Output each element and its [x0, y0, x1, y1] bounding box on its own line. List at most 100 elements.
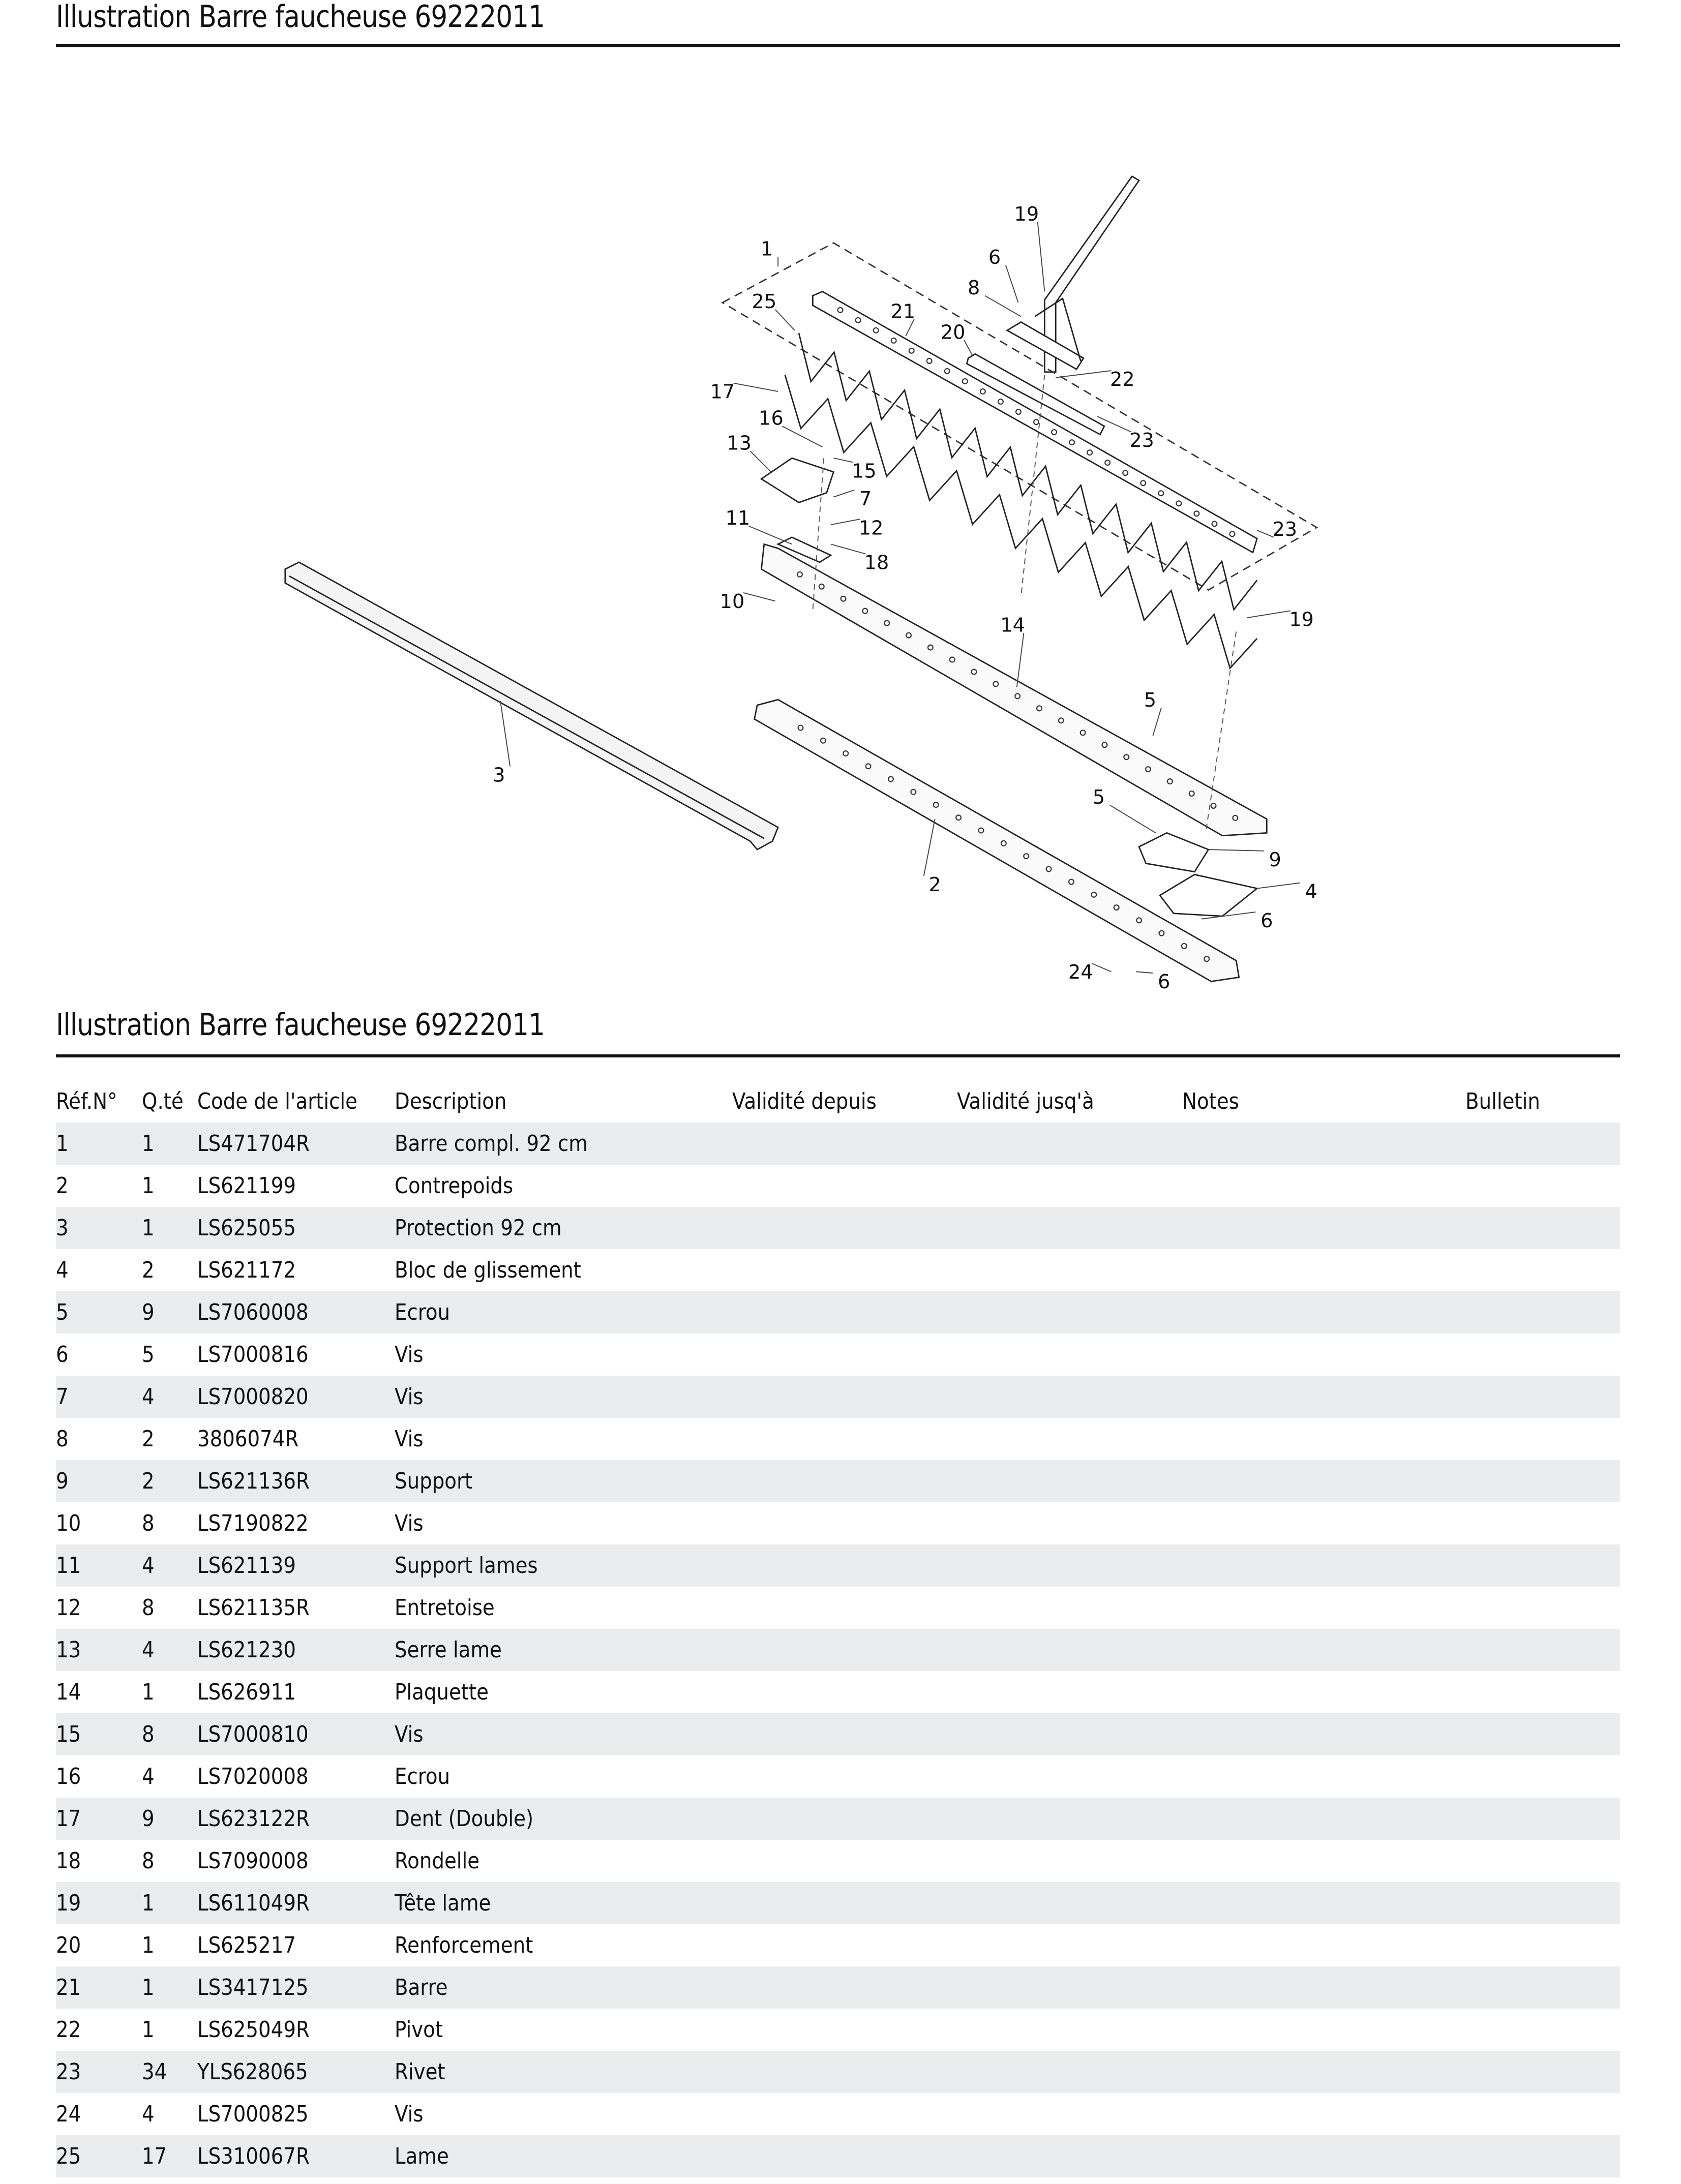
code-cell: LS625049R — [197, 2017, 310, 2043]
bolt-hole — [1204, 956, 1210, 962]
description-cell: Ecrou — [395, 1764, 451, 1789]
table-row: 14 1 LS626911 Plaquette — [56, 1671, 1620, 1713]
code-cell: LS3417125 — [197, 1975, 309, 2000]
qty-cell: 2 — [142, 1257, 155, 1283]
table-row: 17 9 LS623122R Dent (Double) — [56, 1798, 1620, 1840]
bolt-hole — [1193, 510, 1200, 517]
ref-cell: 22 — [56, 2017, 81, 2043]
table-row: 2 1 LS621199 Contrepoids — [56, 1165, 1620, 1207]
table-row: 9 2 LS621136R Support — [56, 1460, 1620, 1502]
bolt-hole — [944, 368, 950, 374]
code-cell: LS621135R — [197, 1595, 310, 1621]
qty-cell: 8 — [142, 1721, 155, 1747]
bolt-hole — [1181, 943, 1187, 949]
section-title: Illustration Barre faucheuse 69222011 — [56, 1007, 545, 1043]
table-row: 12 8 LS621135R Entretoise — [56, 1587, 1620, 1629]
section-rule — [56, 1054, 1620, 1057]
table-row: 10 8 LS7190822 Vis — [56, 1502, 1620, 1544]
bolt-hole — [908, 347, 915, 354]
callout-label: 2 — [929, 874, 941, 896]
bolt-hole — [1023, 853, 1030, 860]
bolt-hole — [855, 317, 861, 323]
callout-label: 6 — [1260, 910, 1273, 932]
bolt-hole — [1123, 754, 1130, 761]
table-row: 8 2 3806074R Vis — [56, 1418, 1620, 1460]
bolt-hole — [1000, 840, 1007, 846]
callout-leader — [782, 426, 823, 448]
callout-leader — [1005, 265, 1019, 303]
callout-label: 19 — [1014, 203, 1039, 226]
ref-cell: 4 — [56, 1257, 69, 1283]
bolt-hole — [993, 681, 999, 687]
callout-label: 15 — [852, 460, 877, 482]
ref-cell: 3 — [56, 1215, 69, 1241]
bolt-hole — [927, 644, 934, 651]
ref-cell: 11 — [56, 1553, 81, 1579]
callout-leader — [743, 592, 775, 602]
qty-cell: 1 — [142, 1975, 155, 2000]
code-cell: LS7000816 — [197, 1342, 309, 1368]
bolt-hole — [979, 388, 986, 395]
bolt-hole — [840, 595, 847, 602]
ref-cell: 7 — [56, 1384, 69, 1410]
bolt-hole — [884, 620, 890, 626]
callout-label: 6 — [988, 247, 1001, 269]
bolt-hole — [1068, 878, 1074, 885]
part-plaquette — [760, 543, 1268, 837]
bolt-hole — [865, 763, 872, 770]
description-cell: Ecrou — [395, 1299, 451, 1325]
ref-cell: 19 — [56, 1890, 81, 1916]
part-tete-lame — [1044, 175, 1140, 373]
ref-cell: 17 — [56, 1806, 81, 1832]
qty-cell: 1 — [142, 2017, 155, 2043]
title-rule — [56, 44, 1620, 47]
description-cell: Vis — [395, 1426, 424, 1452]
callout-leader — [1201, 912, 1256, 920]
ref-cell: 5 — [56, 1299, 69, 1325]
description-cell: Protection 92 cm — [395, 1215, 562, 1241]
callout-leader — [1152, 708, 1162, 736]
table-header: Réf.N° Q.té Code de l'article Description Va… — [56, 1080, 1620, 1123]
column-header: Q.té — [142, 1088, 184, 1114]
bolt-hole — [887, 776, 894, 782]
callout-leader — [1056, 370, 1112, 378]
qty-cell: 5 — [142, 1342, 155, 1368]
table-row: 21 1 LS3417125 Barre — [56, 1966, 1620, 2009]
bolt-hole — [906, 632, 912, 639]
part-support — [1138, 832, 1210, 873]
bolt-hole — [997, 399, 1004, 405]
description-cell: Tête lame — [395, 1890, 491, 1916]
qty-cell: 1 — [142, 1932, 155, 1958]
callout-label: 7 — [859, 488, 872, 510]
assembly-outline — [721, 242, 1318, 591]
description-cell: Vis — [395, 1342, 424, 1368]
bolt-hole — [1058, 717, 1064, 724]
callout-label: 1 — [761, 238, 773, 260]
column-header: Validité depuis — [732, 1088, 877, 1114]
description-cell: Vis — [395, 2101, 424, 2127]
table-row: 24 4 LS7000825 Vis — [56, 2093, 1620, 2135]
column-header: Bulletin — [1465, 1088, 1540, 1114]
description-cell: Bloc de glissement — [395, 1257, 581, 1283]
qty-cell: 8 — [142, 1510, 155, 1536]
table-row: 4 2 LS621172 Bloc de glissement — [56, 1249, 1620, 1291]
description-cell: Renforcement — [395, 1932, 533, 1958]
bolt-hole — [1140, 480, 1147, 487]
description-cell: Vis — [395, 1721, 424, 1747]
code-cell: LS7000820 — [197, 1384, 309, 1410]
callout-label: 17 — [710, 381, 735, 404]
callout-label: 19 — [1289, 609, 1314, 631]
ref-cell: 18 — [56, 1848, 81, 1874]
callout-leader — [1257, 882, 1300, 889]
bolt-hole — [1211, 521, 1218, 527]
callout-leader — [1256, 530, 1274, 538]
code-cell: LS621172 — [197, 1257, 296, 1283]
callout-leader — [500, 701, 511, 767]
teeth-row — [784, 374, 1258, 670]
callout-leader — [1136, 971, 1153, 974]
table-row: 23 34 YLS628065 Rivet — [56, 2051, 1620, 2093]
qty-cell: 1 — [142, 1173, 155, 1199]
part-protection — [284, 561, 779, 851]
bolt-hole — [1232, 814, 1239, 821]
